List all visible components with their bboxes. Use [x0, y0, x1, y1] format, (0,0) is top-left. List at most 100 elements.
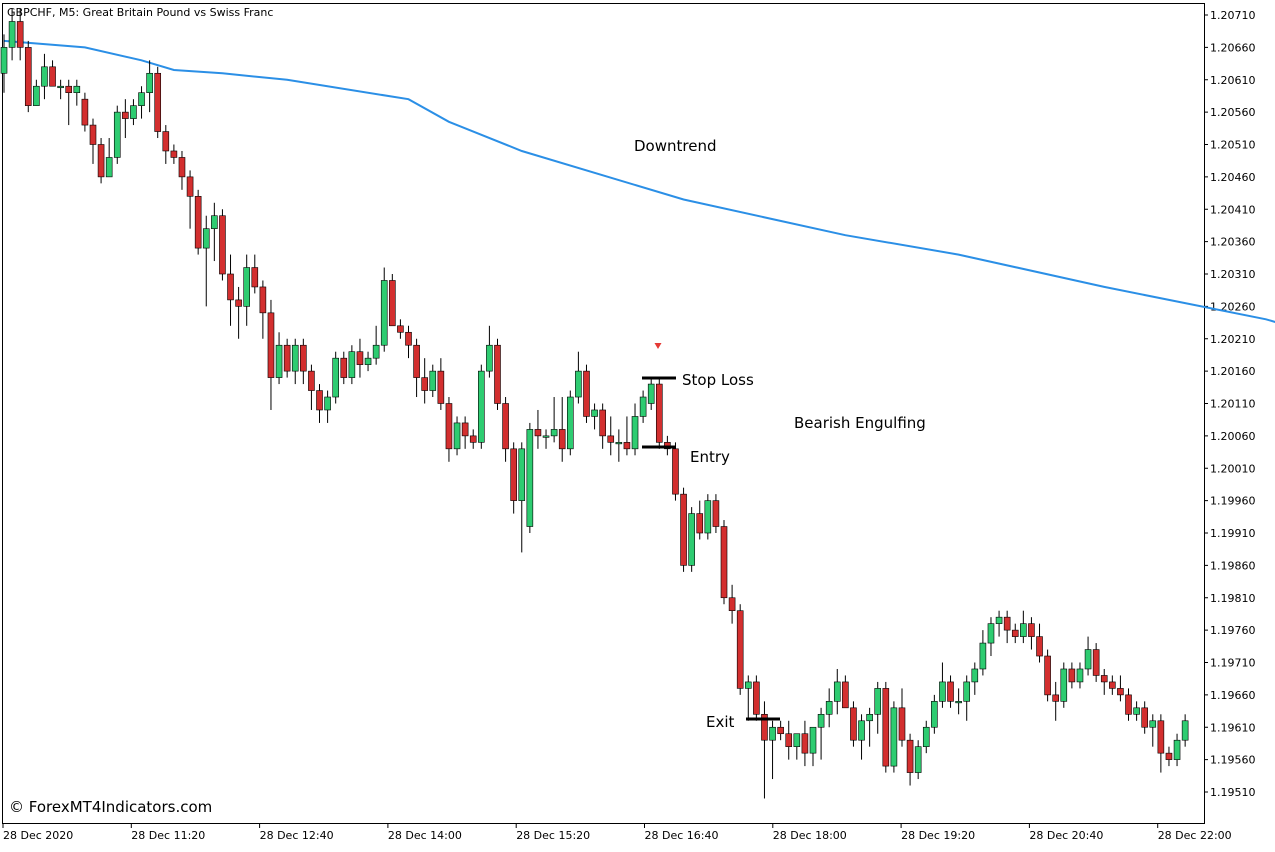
candle: [1011, 623, 1019, 644]
candle: [947, 675, 954, 708]
y-tick-label: 1.20410: [1210, 203, 1256, 216]
y-tick-label: 1.20110: [1210, 398, 1256, 411]
x-tick-label: 28 Dec 16:40: [645, 829, 719, 842]
bearish-candle-body: [607, 435, 615, 443]
bearish-candle-body: [882, 688, 890, 767]
bullish-candle-body: [890, 707, 898, 767]
candle: [1100, 668, 1108, 695]
candle: [300, 338, 307, 385]
candle: [1084, 636, 1092, 676]
candle: [955, 688, 962, 715]
candle: [882, 681, 890, 773]
y-tick-label: 1.20560: [1210, 106, 1256, 119]
bearish-candle-body: [1141, 707, 1148, 728]
candle: [922, 720, 930, 754]
bearish-candle-body: [1125, 694, 1132, 715]
candle: [170, 144, 178, 164]
bullish-candle-body: [914, 746, 922, 773]
y-tick-label: 1.19760: [1210, 624, 1256, 637]
bullish-candle-body: [113, 111, 121, 158]
bullish-candle-body: [57, 85, 64, 89]
bullish-candle-body: [874, 688, 882, 715]
bullish-candle-body: [1076, 668, 1084, 683]
bearish-candle-body: [558, 429, 566, 450]
candle: [793, 733, 801, 760]
bearish-candle-body: [340, 357, 348, 378]
moving-average-line: [3, 39, 1275, 323]
bullish-candle-body: [518, 448, 526, 501]
y-tick-label: 1.20160: [1210, 365, 1256, 378]
candle: [146, 60, 153, 113]
bearish-candle-body: [170, 150, 178, 158]
sell-arrow-icon: [654, 343, 662, 349]
bearish-candle-body: [24, 47, 32, 106]
candle: [65, 79, 73, 126]
bullish-candle-body: [963, 681, 971, 702]
candle: [437, 358, 445, 410]
candle: [720, 520, 728, 605]
x-tick-label: 28 Dec 2020: [3, 829, 73, 842]
bearish-candle-body: [65, 85, 73, 93]
bearish-candle-body: [761, 713, 768, 741]
bearish-candle-body: [898, 707, 906, 741]
candle: [89, 118, 97, 164]
candle: [138, 86, 145, 119]
bullish-candle-body: [833, 681, 841, 702]
bearish-candle-body: [219, 215, 226, 275]
candle: [340, 351, 348, 385]
bearish-candle-body: [162, 131, 170, 152]
bearish-candle-body: [421, 377, 428, 391]
candle: [1044, 649, 1051, 702]
bullish-candle-body: [138, 92, 145, 106]
candle: [49, 60, 56, 87]
bullish-candle-body: [348, 351, 356, 378]
y-tick-label: 1.20210: [1210, 333, 1256, 346]
candle: [291, 338, 299, 385]
bearish-candle-body: [753, 681, 760, 715]
annotation-bearish-engulfing: Bearish Engulfing: [794, 414, 926, 432]
bearish-candle-body: [785, 733, 793, 747]
candle: [0, 34, 8, 93]
candle: [1052, 681, 1059, 721]
bullish-candle-body: [858, 720, 865, 741]
bullish-candle-body: [1084, 649, 1092, 670]
candle: [914, 740, 922, 780]
candle: [769, 720, 776, 780]
bearish-candle-body: [397, 325, 404, 333]
candle: [154, 66, 162, 139]
candle: [712, 494, 720, 533]
annotation-downtrend: Downtrend: [634, 137, 716, 155]
bearish-candle-body: [1052, 694, 1059, 702]
candle: [575, 351, 582, 404]
candle: [372, 325, 380, 365]
candle: [243, 254, 250, 326]
candle: [833, 668, 841, 715]
candle: [906, 733, 914, 786]
candle: [599, 403, 606, 449]
moving-average-layer: [3, 39, 1275, 323]
bearish-candle-body: [437, 370, 445, 404]
candle: [194, 189, 202, 255]
bearish-candle-body: [1044, 655, 1051, 696]
y-tick-label: 1.19660: [1210, 689, 1256, 702]
candle: [24, 40, 32, 113]
candle: [1165, 746, 1173, 767]
bullish-candle-body: [1181, 720, 1189, 741]
bullish-candle-body: [631, 416, 639, 450]
bullish-candle-body: [647, 383, 655, 404]
candle: [405, 325, 412, 359]
candle: [825, 688, 833, 728]
candle: [1076, 662, 1084, 689]
candle: [130, 99, 137, 126]
bearish-candle-body: [842, 681, 849, 709]
y-tick-label: 1.20360: [1210, 236, 1256, 249]
bearish-candle-body: [1028, 623, 1035, 637]
bullish-candle-body: [41, 66, 48, 87]
candle: [858, 714, 865, 760]
bearish-candle-body: [267, 312, 275, 378]
bullish-candle-body: [105, 157, 113, 178]
bearish-candle-body: [469, 435, 477, 443]
bearish-candle-body: [356, 351, 364, 365]
y-tick-label: 1.19860: [1210, 559, 1256, 572]
